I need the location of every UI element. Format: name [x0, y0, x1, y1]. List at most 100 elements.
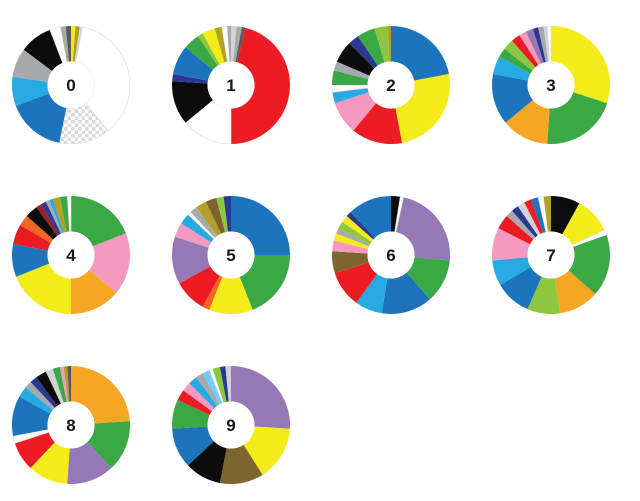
- pie-slice-pink: [332, 240, 369, 254]
- pie-slice-blue: [381, 272, 431, 314]
- pie-slice-yellow: [30, 442, 70, 484]
- pie-slice-red: [511, 35, 539, 68]
- pie-slice-black: [23, 29, 63, 71]
- donut-hole: [207, 231, 255, 279]
- pie-slice-black: [336, 43, 375, 76]
- chart-number-label: 9: [226, 416, 235, 435]
- chart-number-label: 1: [226, 76, 235, 95]
- pie-slice-cyan: [332, 87, 369, 104]
- chart-number-label: 4: [66, 246, 76, 265]
- pie-slice-purple: [172, 236, 211, 284]
- pie-slice-yellow: [16, 263, 71, 314]
- pie-slice-olive: [543, 196, 551, 232]
- pie-slice-black: [26, 207, 58, 240]
- pie-slice-cyan: [49, 198, 64, 234]
- pie-slice-red: [13, 224, 51, 251]
- pie-slice-olive: [196, 201, 221, 236]
- pie-slice-gray: [45, 200, 63, 234]
- pie-slice-gray: [227, 26, 231, 62]
- pie-slice-gray: [333, 61, 370, 80]
- pie-slice-cyan: [356, 274, 388, 314]
- pie-slice-yellow: [551, 26, 610, 104]
- pie-slice-blue: [12, 396, 51, 437]
- pie-slice-cyan: [12, 76, 50, 107]
- pie-slice-yellow: [202, 28, 225, 65]
- pie-slice-red: [231, 27, 290, 144]
- donut-hole: [207, 61, 255, 109]
- pie-slice-lightgray: [517, 202, 541, 236]
- pie-slice-blue: [172, 426, 214, 466]
- pie-slice-green: [332, 70, 369, 85]
- chart-number-label: 5: [226, 246, 235, 265]
- pie-slice-blue: [350, 196, 391, 238]
- pie-slice-yellow: [342, 215, 374, 242]
- pie-slice-lightgreen: [216, 196, 229, 233]
- pie-slice-yellow: [71, 26, 76, 62]
- pie-slice-purple: [231, 366, 290, 429]
- donut-chart-6: 6: [332, 196, 450, 314]
- pie-slice-blue: [173, 47, 213, 81]
- pie-slice-navy: [30, 377, 58, 408]
- pie-slice-cyan: [19, 387, 53, 414]
- pie-slice-pink: [492, 228, 531, 261]
- pie-slice-green: [185, 36, 218, 71]
- chart-cell-4: 4: [0, 170, 160, 340]
- pie-slice-cyan: [493, 56, 531, 81]
- pie-slice-gray: [25, 381, 55, 411]
- donut-hole: [47, 231, 95, 279]
- pie-slice-olive: [72, 26, 80, 62]
- pie-slice-gray: [196, 373, 220, 406]
- pie-slice-pink: [183, 383, 215, 412]
- pie-slice-maroon: [36, 204, 60, 236]
- pie-slice-pink: [59, 366, 69, 402]
- donut-chart-8: 8: [12, 366, 130, 484]
- donut-chart-2: 2: [332, 26, 450, 144]
- chart-number-label: 0: [66, 76, 75, 95]
- pie-slice-black: [36, 371, 61, 406]
- pie-slice-cyan: [181, 214, 214, 243]
- pie-slice-navy: [172, 73, 208, 84]
- pie-slice-green: [87, 421, 130, 469]
- pie-slice-lightgreen: [338, 221, 372, 245]
- donut-chart-3: 3: [492, 26, 610, 144]
- pie-slice-yellow: [395, 73, 450, 143]
- chart-cell-9: 9: [160, 340, 320, 501]
- donut-chart-1: 1: [172, 26, 290, 144]
- pie-slice-gray: [60, 26, 69, 62]
- chart-cell-1: 1: [160, 0, 320, 170]
- pie-slice-gray: [538, 26, 549, 63]
- donut-chart-9: 9: [172, 366, 290, 484]
- pie-slice-black: [551, 196, 580, 235]
- pie-slice-green: [406, 257, 450, 300]
- pie-slice-cyan: [189, 377, 218, 409]
- pie-slice-amber: [71, 366, 130, 424]
- pie-slice-black: [187, 441, 227, 483]
- pie-slice-gray: [12, 49, 53, 82]
- pie-slice-pink: [174, 223, 212, 248]
- pie-slice-navy: [219, 366, 229, 402]
- pie-slice-pink: [89, 233, 130, 293]
- pie-slice-olive: [214, 26, 228, 63]
- pie-slice-black: [391, 196, 401, 232]
- pie-slice-lightgray: [543, 26, 550, 62]
- pie-slice-red: [498, 215, 534, 245]
- pie-slice-yellow: [209, 276, 253, 314]
- donut-hole: [47, 401, 95, 449]
- pie-slice-darkgray: [65, 26, 71, 62]
- chart-number-label: 2: [386, 76, 395, 95]
- pie-slice-red: [177, 390, 212, 415]
- pie-slice-orange: [202, 275, 223, 310]
- donut-hole: [367, 231, 415, 279]
- pie-slice-red: [14, 432, 55, 469]
- chart-cell-6: 6: [320, 170, 480, 340]
- pie-slice-lightgreen: [197, 33, 220, 66]
- pie-slice-navy: [40, 201, 61, 235]
- pie-slice-blue: [15, 93, 67, 143]
- chart-cell-3: 3: [480, 0, 640, 170]
- pie-slice-lightgray: [45, 368, 64, 404]
- pie-slice-green: [59, 196, 70, 232]
- pie-slice-lightgray: [231, 26, 237, 62]
- pie-slice-navy: [223, 196, 231, 232]
- pie-slice-brown: [219, 444, 263, 484]
- pie-slice-blue: [492, 73, 533, 123]
